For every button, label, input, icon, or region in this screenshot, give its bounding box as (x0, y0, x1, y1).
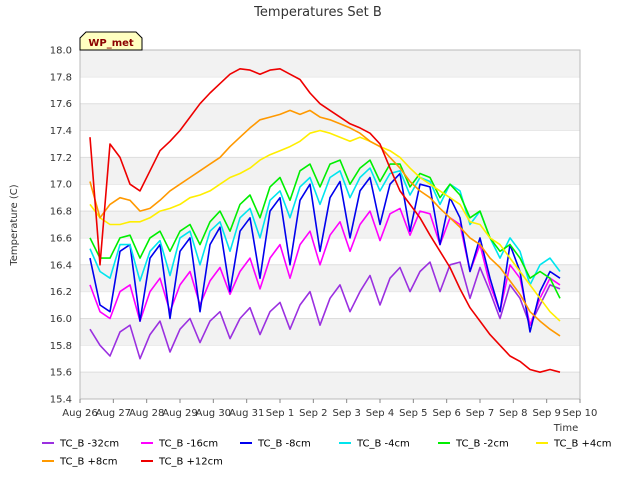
series-line (89, 172, 561, 333)
series-line (89, 129, 561, 322)
grid-bands (80, 49, 580, 399)
chart-title: Temperatures Set B (253, 5, 382, 20)
x-tick-label: Aug 30 (196, 408, 231, 419)
x-tick-label: Sep 8 (499, 408, 527, 419)
legend-label: TC_B -16cm (158, 439, 218, 450)
x-tick-label: Aug 27 (96, 408, 131, 419)
station-badge: WP_met (79, 31, 143, 51)
legend: TC_B -32cm TC_B -16cm TC_B -8cm TC_B -4cm TC… (42, 439, 612, 468)
legend-label: TC_B +12cm (158, 457, 223, 468)
plot-frame (79, 49, 581, 400)
y-tick-label: 16.0 (50, 314, 72, 325)
x-tick-label: Aug 29 (162, 408, 197, 419)
x-tick-label: Sep 1 (266, 408, 294, 419)
x-tick-label: Aug 28 (129, 408, 164, 419)
series-lines (89, 68, 561, 374)
y-axis-ticks: 15.4 15.6 15.8 16.0 16.2 16.4 16.6 16.8 17.0 17.2… (50, 46, 72, 406)
grid-band (80, 372, 580, 399)
x-tick-label: Sep 2 (299, 408, 327, 419)
y-tick-label: 17.6 (50, 99, 72, 110)
badge-label: WP_met (88, 38, 134, 49)
x-tick-label: Aug 26 (62, 408, 97, 419)
x-tick-label: Aug 31 (229, 408, 264, 419)
legend-label: TC_B +4cm (553, 439, 612, 450)
series-line (89, 261, 561, 360)
x-tick-label: Sep 7 (466, 408, 494, 419)
y-tick-label: 18.0 (50, 46, 72, 57)
y-tick-label: 17.4 (50, 126, 72, 137)
y-tick-label: 16.4 (50, 260, 72, 271)
y-tick-label: 15.6 (50, 368, 72, 379)
x-tick-label: Sep 4 (366, 408, 394, 419)
y-tick-label: 17.8 (50, 72, 72, 83)
x-tick-label: Sep 9 (532, 408, 560, 419)
x-axis-label: Time (553, 423, 578, 434)
x-tick-label: Sep 10 (563, 408, 598, 419)
series-line (89, 159, 561, 299)
legend-label: TC_B +8cm (59, 457, 118, 468)
series-line (89, 109, 561, 337)
grid-band (80, 50, 580, 77)
y-tick-label: 17.2 (50, 153, 72, 164)
legend-label: TC_B -4cm (356, 439, 410, 450)
grid-band (80, 318, 580, 346)
x-tick-label: Sep 3 (332, 408, 360, 419)
badge-shape (79, 31, 143, 51)
grid-band (80, 211, 580, 238)
y-tick-label: 15.4 (50, 395, 72, 406)
x-tick-label: Sep 6 (432, 408, 460, 419)
legend-label: TC_B -8cm (257, 439, 311, 450)
y-tick-label: 15.8 (50, 341, 72, 352)
legend-label: TC_B -2cm (455, 439, 509, 450)
legend-label: TC_B -32cm (59, 439, 119, 450)
x-tick-label: Sep 5 (399, 408, 427, 419)
y-tick-label: 16.6 (50, 233, 72, 244)
y-axis-label: Temperature (C) (9, 184, 20, 266)
y-tick-label: 16.2 (50, 287, 72, 298)
grid-band (80, 103, 580, 131)
y-tick-label: 16.8 (50, 207, 72, 218)
series-line (89, 68, 561, 374)
y-tick-label: 17.0 (50, 180, 72, 191)
